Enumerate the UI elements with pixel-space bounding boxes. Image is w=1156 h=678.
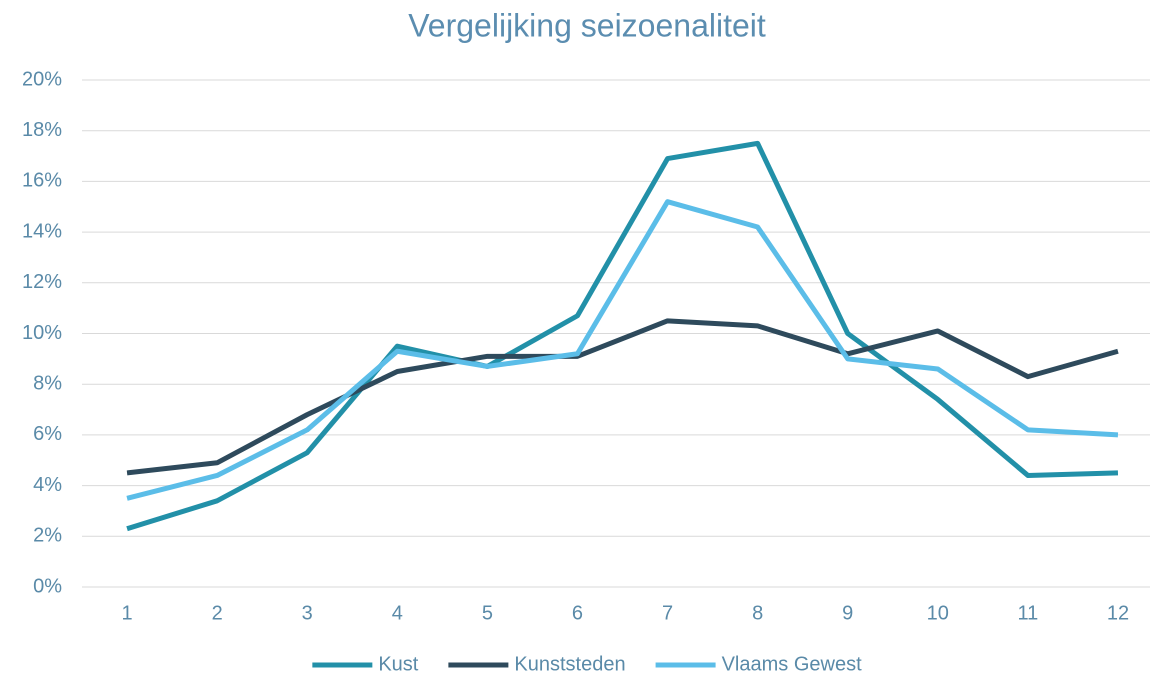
y-tick-label: 10% [22,322,62,344]
y-tick-label: 2% [33,525,62,547]
line-series [126,140,1119,532]
x-tick-label: 7 [662,602,673,624]
y-tick-label: 6% [33,423,62,445]
y-tick-label: 8% [33,372,62,394]
y-tick-label: 4% [33,474,62,496]
legend-label: Kust [378,653,418,675]
x-tick-label: 5 [482,602,493,624]
x-tick-label: 3 [302,602,313,624]
chart-title: Vergelijking seizoenaliteit [408,7,766,43]
x-tick-label: 8 [752,602,763,624]
legend-label: Kunststeden [514,653,625,675]
x-tick-label: 6 [572,602,583,624]
line-series [126,318,1119,476]
x-tick-label: 12 [1107,602,1129,624]
y-tick-label: 12% [22,271,62,293]
legend-label: Vlaams Gewest [722,653,862,675]
x-tick-label: 11 [1017,602,1038,624]
x-tick-label: 10 [927,602,949,624]
y-tick-label: 18% [22,119,62,141]
y-tick-label: 14% [22,220,62,242]
y-tick-label: 16% [22,170,62,192]
x-tick-label: 2 [212,602,223,624]
y-tick-label: 20% [22,68,62,90]
x-tick-label: 9 [842,602,853,624]
y-tick-label: 0% [33,575,62,597]
line-series [126,199,1119,501]
x-tick-label: 4 [392,602,403,624]
x-tick-label: 1 [121,602,132,624]
